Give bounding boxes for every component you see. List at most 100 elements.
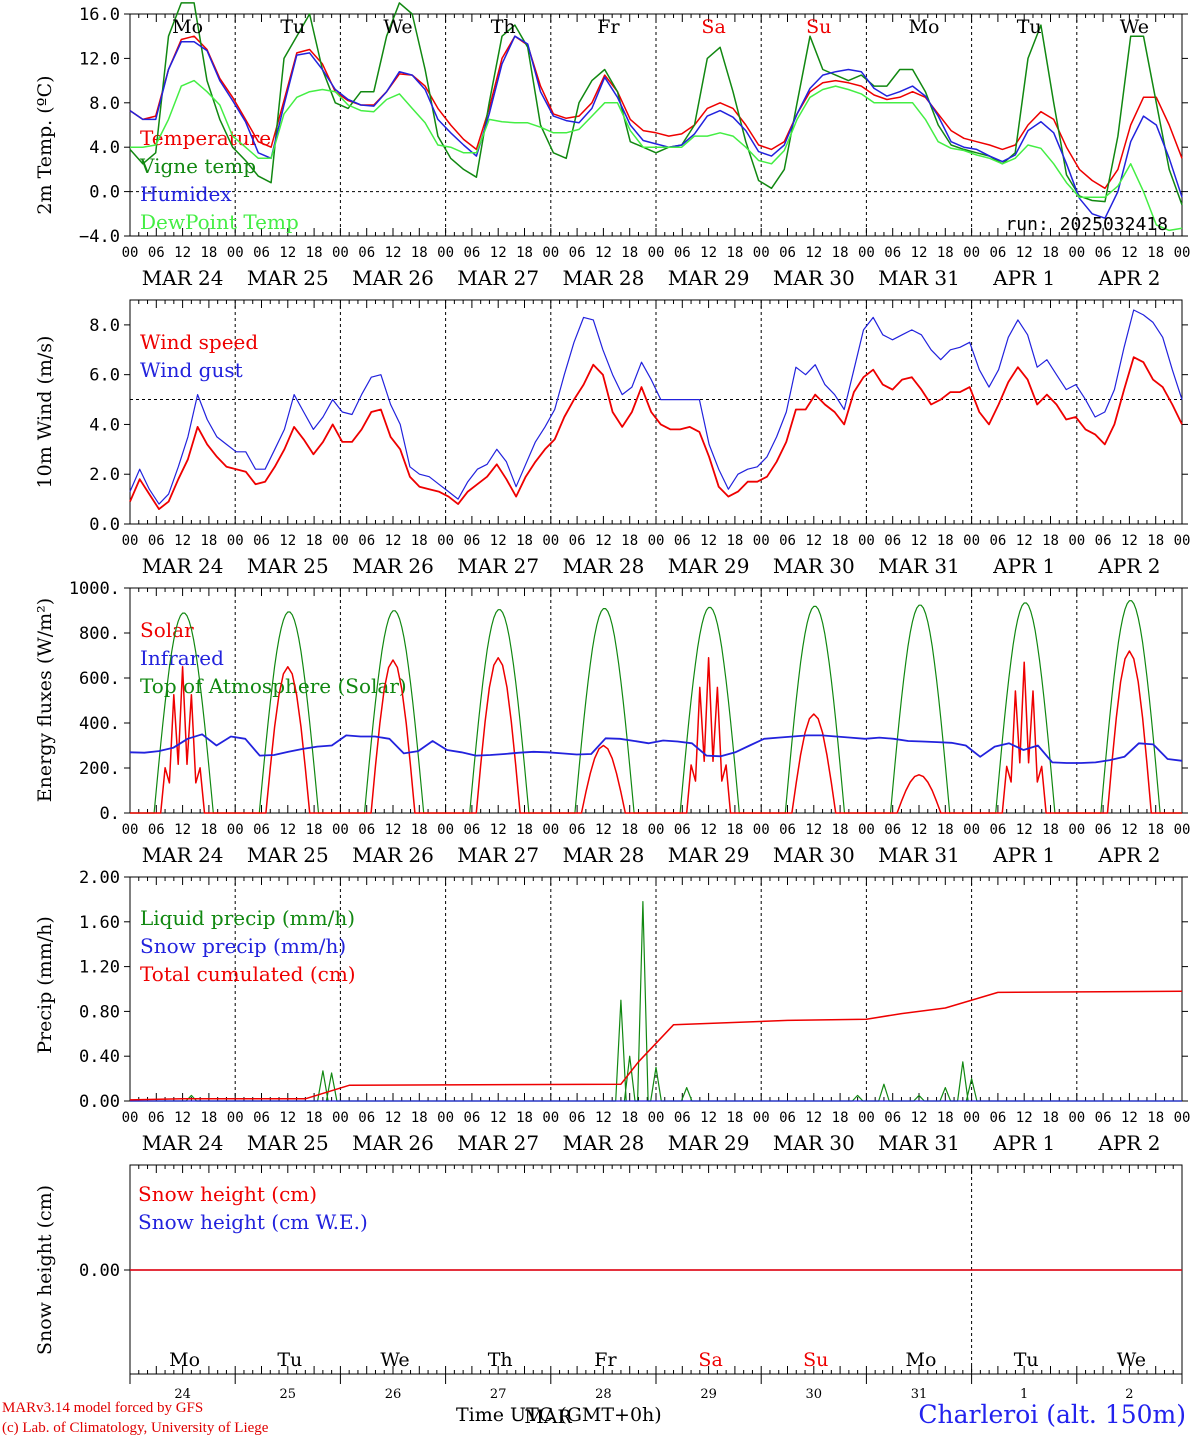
hour-label: 18: [516, 822, 533, 838]
hour-label: 18: [411, 245, 428, 261]
hour-label: 06: [884, 1110, 901, 1126]
hour-label: 12: [490, 822, 507, 838]
legend-entry: Snow height (cm W.E.): [138, 1210, 368, 1234]
hour-label: 06: [1095, 822, 1112, 838]
hour-label: 12: [911, 822, 928, 838]
hour-label: 18: [726, 822, 743, 838]
date-label: MAR 29: [668, 843, 750, 867]
date-label: APR 2: [1097, 266, 1160, 290]
hour-label: 06: [569, 1110, 586, 1126]
hour-label: 12: [1121, 533, 1138, 549]
hour-label: 00: [753, 533, 770, 549]
hour-label: 06: [779, 822, 796, 838]
hour-label: 00: [542, 245, 559, 261]
y-tick-label: 800.: [79, 624, 120, 644]
hour-label: 06: [358, 1110, 375, 1126]
day-number: 28: [595, 1387, 612, 1402]
hour-label: 18: [621, 822, 638, 838]
hour-label: 06: [1095, 245, 1112, 261]
date-label: MAR 31: [878, 266, 960, 290]
hour-label: 12: [1121, 245, 1138, 261]
weekday-label: Th: [488, 1349, 513, 1371]
date-label: MAR 29: [668, 1131, 750, 1155]
hour-label: 12: [911, 245, 928, 261]
hour-label: 12: [385, 1110, 402, 1126]
y-tick-label: 1.60: [79, 913, 120, 933]
hour-label: 06: [148, 533, 165, 549]
legend-entry: Wind speed: [140, 330, 258, 354]
weekday-label: Su: [806, 16, 831, 38]
date-label: MAR 25: [247, 554, 329, 578]
date-label: MAR 25: [247, 1131, 329, 1155]
series-line-wind-gust: [129, 309, 1183, 505]
y-tick-label: 16.0: [79, 5, 120, 25]
day-number: 29: [700, 1387, 717, 1402]
legend-entry: DewPoint Temp: [140, 210, 299, 234]
hour-label: 12: [490, 245, 507, 261]
hour-label: 12: [490, 1110, 507, 1126]
date-label: MAR 27: [457, 843, 539, 867]
hour-label: 00: [332, 1110, 349, 1126]
hour-label: 18: [1147, 245, 1164, 261]
hour-label: 06: [569, 245, 586, 261]
hour-label: 18: [516, 533, 533, 549]
hour-label: 06: [463, 1110, 480, 1126]
day-number: 1: [1020, 1387, 1028, 1402]
hour-label: 06: [358, 822, 375, 838]
hour-label: 00: [753, 245, 770, 261]
hour-label: 00: [122, 1110, 139, 1126]
date-label: MAR 26: [352, 266, 434, 290]
y-tick-label: 0.0: [89, 515, 120, 535]
month-label: MAR: [524, 1406, 572, 1428]
hour-label: 18: [1042, 822, 1059, 838]
hour-label: 12: [1121, 822, 1138, 838]
hour-label: 00: [1068, 1110, 1085, 1126]
hour-label: 00: [227, 245, 244, 261]
hour-label: 18: [200, 245, 217, 261]
day-number: 31: [911, 1387, 928, 1402]
hour-label: 00: [1174, 533, 1191, 549]
hour-label: 12: [595, 822, 612, 838]
panel-frame-2: [129, 299, 1183, 525]
hour-label: 18: [832, 822, 849, 838]
hour-label: 12: [385, 822, 402, 838]
hour-label: 18: [1042, 1110, 1059, 1126]
hour-label: 00: [648, 533, 665, 549]
hour-label: 06: [779, 245, 796, 261]
hour-label: 00: [437, 533, 454, 549]
hour-label: 12: [700, 1110, 717, 1126]
hour-label: 18: [200, 822, 217, 838]
hour-label: 12: [805, 245, 822, 261]
series-line-solar: [130, 650, 1182, 814]
weekday-label: Tu: [1017, 16, 1042, 38]
date-label: MAR 28: [563, 554, 645, 578]
date-label: MAR 26: [352, 1131, 434, 1155]
hour-label: 12: [174, 533, 191, 549]
legend-entry: Wind gust: [140, 358, 243, 382]
hour-label: 12: [595, 245, 612, 261]
hour-label: 00: [227, 822, 244, 838]
y-tick-label: 4.0: [89, 138, 120, 158]
hour-label: 18: [1147, 1110, 1164, 1126]
y-tick-label: 1000.: [69, 579, 120, 599]
hour-label: 00: [1068, 822, 1085, 838]
hour-label: 00: [332, 533, 349, 549]
hour-label: 06: [148, 822, 165, 838]
hour-label: 18: [621, 245, 638, 261]
day-number: 26: [385, 1387, 402, 1402]
hour-label: 12: [595, 1110, 612, 1126]
date-label: MAR 26: [352, 843, 434, 867]
hour-label: 06: [358, 533, 375, 549]
hour-label: 18: [411, 1110, 428, 1126]
hour-label: 06: [463, 822, 480, 838]
hour-label: 18: [306, 533, 323, 549]
series-line-total-cumulated: [129, 990, 1183, 1101]
hour-label: 12: [385, 245, 402, 261]
hour-label: 18: [411, 533, 428, 549]
hour-label: 18: [937, 1110, 954, 1126]
date-label: MAR 29: [668, 554, 750, 578]
hour-label: 06: [674, 245, 691, 261]
weekday-label: We: [380, 1349, 409, 1371]
y-tick-label: 400.: [79, 714, 120, 734]
hour-label: 00: [437, 1110, 454, 1126]
